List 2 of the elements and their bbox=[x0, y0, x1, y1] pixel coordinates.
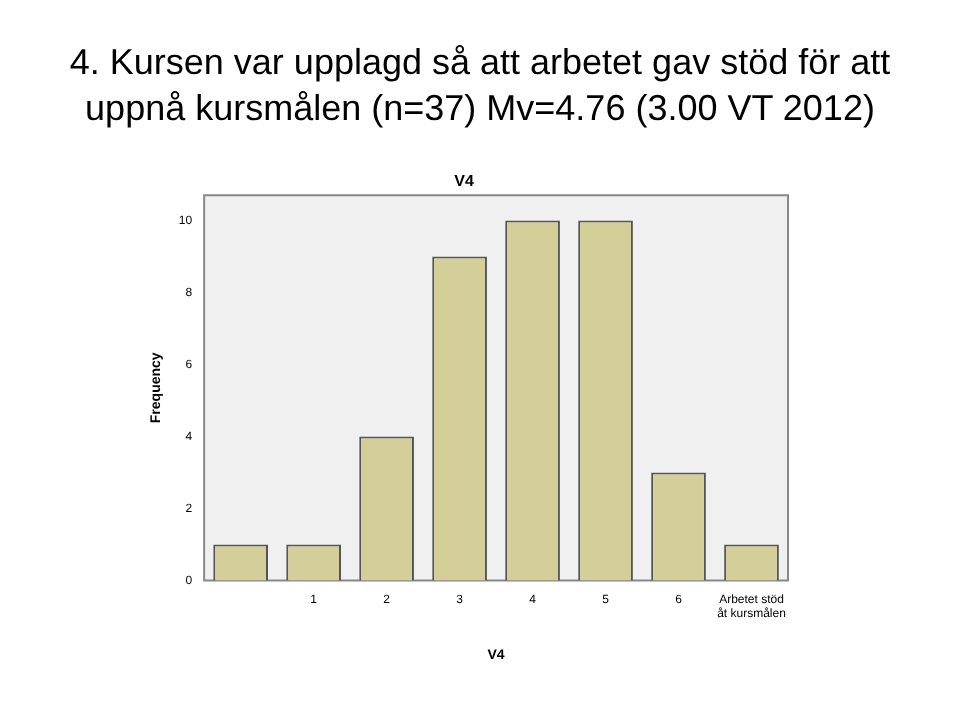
chart-title: 4. Kursen var upplagd så att arbetet gav stöd för att uppnå kursmålen (n=37) Mv=4.76 (3.00 VT 2012) bbox=[67, 40, 893, 132]
chart-subtitle: V4 bbox=[454, 172, 475, 191]
